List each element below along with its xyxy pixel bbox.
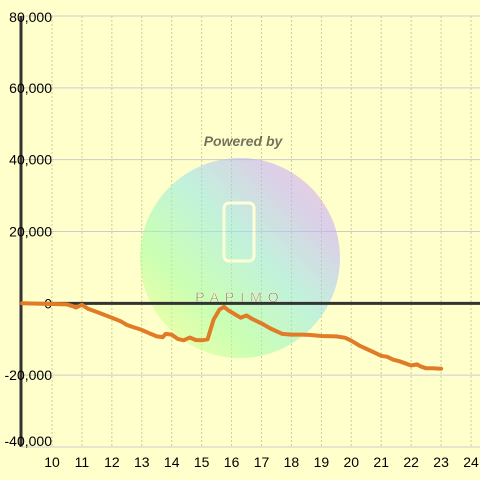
x-tick-label: 12 xyxy=(104,454,120,470)
y-tick-label: 60,000 xyxy=(9,80,52,96)
x-tick-label: 22 xyxy=(403,454,419,470)
x-tick-label: 14 xyxy=(164,454,180,470)
powered-by-watermark: Powered by PAPIMO xyxy=(140,133,340,358)
series-group xyxy=(20,301,444,371)
x-axis-ticks: 10 11 12 13 14 15 16 17 18 19 20 21 22 23 24 xyxy=(44,454,479,470)
x-tick-label: 19 xyxy=(314,454,330,470)
x-tick-label: 24 xyxy=(463,454,479,470)
phone-icon xyxy=(222,201,256,263)
x-tick-label: 13 xyxy=(134,454,150,470)
y-tick-label: -40,000 xyxy=(5,433,53,449)
watermark-text: Powered by xyxy=(204,133,284,149)
y-tick-label: -20,000 xyxy=(5,367,53,383)
x-tick-label: 17 xyxy=(254,454,270,470)
x-tick-label: 15 xyxy=(194,454,210,470)
x-tick-label: 10 xyxy=(44,454,60,470)
axes xyxy=(19,16,480,448)
y-tick-label: 20,000 xyxy=(9,224,52,240)
series-line xyxy=(20,301,444,371)
y-tick-label: 80,000 xyxy=(9,9,52,25)
x-tick-label: 21 xyxy=(373,454,389,470)
x-tick-label: 20 xyxy=(343,454,359,470)
watermark-circle xyxy=(140,158,340,358)
watermark-logo: PAPIMO xyxy=(195,289,284,305)
x-tick-label: 18 xyxy=(284,454,300,470)
y-tick-label: 40,000 xyxy=(9,152,52,168)
x-tick-label: 16 xyxy=(224,454,240,470)
x-tick-label: 11 xyxy=(75,454,90,470)
x-tick-label: 23 xyxy=(433,454,449,470)
